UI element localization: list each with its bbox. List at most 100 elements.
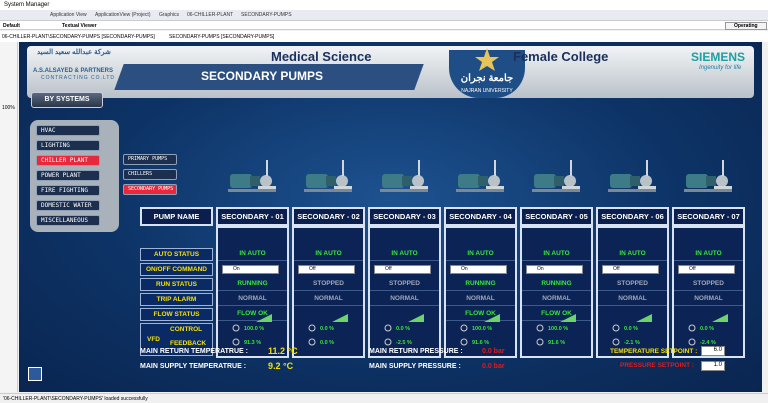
command-select[interactable]: Off (374, 265, 431, 274)
vfd-feedback: -2.1 % (624, 340, 640, 346)
pump-name: SECONDARY - 07 (672, 207, 745, 226)
vfd-feedback: 91.3 % (244, 340, 262, 346)
company-name: A.S.ALSAYED & PARTNERS (33, 68, 114, 74)
reading-label: MAIN RETURN TEMPERATRUE : (140, 348, 248, 355)
breadcrumb[interactable]: SECONDARY-PUMPS (241, 12, 292, 18)
path-item[interactable]: 06-CHILLER-PLANT\SECONDARY-PUMPS [SECOND… (2, 34, 155, 40)
path-bar: 06-CHILLER-PLANT\SECONDARY-PUMPS [SECOND… (0, 31, 768, 42)
vfd-label: FEEDBACK (170, 340, 207, 347)
status-run: STOPPED (370, 278, 439, 291)
company-arabic: شركة عبدالله سعيد السيد (37, 49, 111, 56)
reading-value: 0.0 bar (482, 363, 505, 370)
pump-name: SECONDARY - 01 (216, 207, 289, 226)
status-auto: IN AUTO (598, 248, 667, 261)
system-button[interactable]: POWER PLANT (36, 170, 100, 181)
university-arabic: جامعة نجران (460, 73, 514, 84)
status-trip: NORMAL (446, 293, 515, 306)
row-label: TRIP ALARM (140, 293, 213, 306)
vfd-control: 0.0 % (700, 326, 715, 332)
page-title: SECONDARY PUMPS (201, 69, 324, 83)
pump-icon (380, 160, 428, 192)
left-title: Medical Science (271, 49, 372, 64)
status-trip: NORMAL (598, 293, 667, 306)
reading-value: 0.0 bar (482, 348, 505, 355)
vfd-control: 0.0 % (624, 326, 639, 332)
vfd-indicator (308, 314, 348, 346)
command-select[interactable]: Off (678, 265, 735, 274)
system-button[interactable]: DOMESTIC WATER (36, 200, 100, 211)
command-select[interactable]: Off (298, 265, 355, 274)
status-run: STOPPED (674, 278, 743, 291)
row-label: AUTO STATUS (140, 248, 213, 261)
command-select[interactable]: Off (602, 265, 659, 274)
setpoint-input[interactable]: 6.0 (701, 346, 725, 356)
pump-icon (228, 160, 276, 192)
command-select[interactable]: On (526, 265, 583, 274)
vfd-feedback: 91.6 % (548, 340, 566, 346)
breadcrumb[interactable]: Application View (50, 12, 87, 18)
zoom-level: 100% (2, 105, 15, 111)
system-button[interactable]: CHILLER PLANT (36, 155, 100, 166)
system-button[interactable]: LIGHTING (36, 140, 100, 151)
tab[interactable]: Textual Viewer (62, 23, 97, 29)
tab[interactable]: Default (3, 23, 20, 29)
status-run: STOPPED (294, 278, 363, 291)
systems-panel: HVAC LIGHTING CHILLER PLANT POWER PLANT FIRE… (30, 120, 119, 232)
vfd-feedback: -2.5 % (396, 340, 412, 346)
pump-icon (608, 160, 656, 192)
pump-icon (532, 160, 580, 192)
subsystem-button[interactable]: CHILLERS (123, 169, 177, 180)
subsystem-button[interactable]: PRIMARY PUMPS (123, 154, 177, 165)
pump-name: SECONDARY - 02 (292, 207, 365, 226)
status-auto: IN AUTO (294, 248, 363, 261)
status-run: RUNNING (446, 278, 515, 291)
breadcrumb-bar: Application View ApplicationView (Project… (0, 10, 768, 21)
reading-label: MAIN SUPPLY TEMPERATRUE : (140, 363, 247, 370)
mode-button[interactable]: Operating (725, 22, 767, 30)
row-label: ON/OFF COMMAND (140, 263, 213, 276)
path-item[interactable]: SECONDARY-PUMPS [SECONDARY-PUMPS] (169, 34, 275, 40)
status-run: RUNNING (522, 278, 591, 291)
breadcrumb[interactable]: 06-CHILLER-PLANT (187, 12, 234, 18)
brand: SIEMENS (691, 50, 746, 64)
subsystem-button[interactable]: SECONDARY PUMPS (123, 184, 177, 195)
status-auto: IN AUTO (370, 248, 439, 261)
vfd-control: 100.0 % (472, 326, 493, 332)
by-systems-button[interactable]: BY SYSTEMS (31, 92, 103, 108)
status-auto: IN AUTO (674, 248, 743, 261)
pump-table: PUMP NAME AUTO STATUS ON/OFF COMMAND RUN ST… (19, 42, 762, 392)
toolbar: 100% (0, 42, 18, 392)
setpoint-input[interactable]: 1.0 (701, 361, 725, 371)
title-bar: System Manager (0, 0, 768, 10)
vfd-indicator (460, 314, 500, 346)
right-title: Female College (513, 49, 609, 64)
pump-icon (304, 160, 352, 192)
vfd-control: 100.0 % (244, 326, 265, 332)
tab-bar: Default Textual Viewer Operating (0, 21, 768, 30)
pump-icon (456, 160, 504, 192)
breadcrumb[interactable]: ApplicationView (Project) (95, 12, 151, 18)
vfd-feedback: 91.6 % (472, 340, 490, 346)
vfd-control: 0.0 % (320, 326, 335, 332)
vfd-indicator (384, 314, 424, 346)
vfd-label: CONTROL (170, 326, 203, 333)
column-header: PUMP NAME (140, 207, 213, 226)
status-run: RUNNING (218, 278, 287, 291)
pump-name: SECONDARY - 03 (368, 207, 441, 226)
status-auto: IN AUTO (522, 248, 591, 261)
breadcrumb[interactable]: Graphics (159, 12, 180, 18)
home-button[interactable] (28, 367, 42, 381)
command-select[interactable]: On (450, 265, 507, 274)
status-trip: NORMAL (522, 293, 591, 306)
system-button[interactable]: FIRE FIGHTING (36, 185, 100, 196)
system-button[interactable]: MISCELLANEOUS (36, 215, 100, 226)
pump-icon (684, 160, 732, 192)
reading-label: MAIN RETURN PRESSURE : (369, 348, 463, 355)
slogan: Ingenuity for life (699, 65, 742, 71)
status-run: STOPPED (598, 278, 667, 291)
university-emblem (475, 48, 499, 71)
status-trip: NORMAL (218, 293, 287, 306)
system-button[interactable]: HVAC (36, 125, 100, 136)
command-select[interactable]: On (222, 265, 279, 274)
